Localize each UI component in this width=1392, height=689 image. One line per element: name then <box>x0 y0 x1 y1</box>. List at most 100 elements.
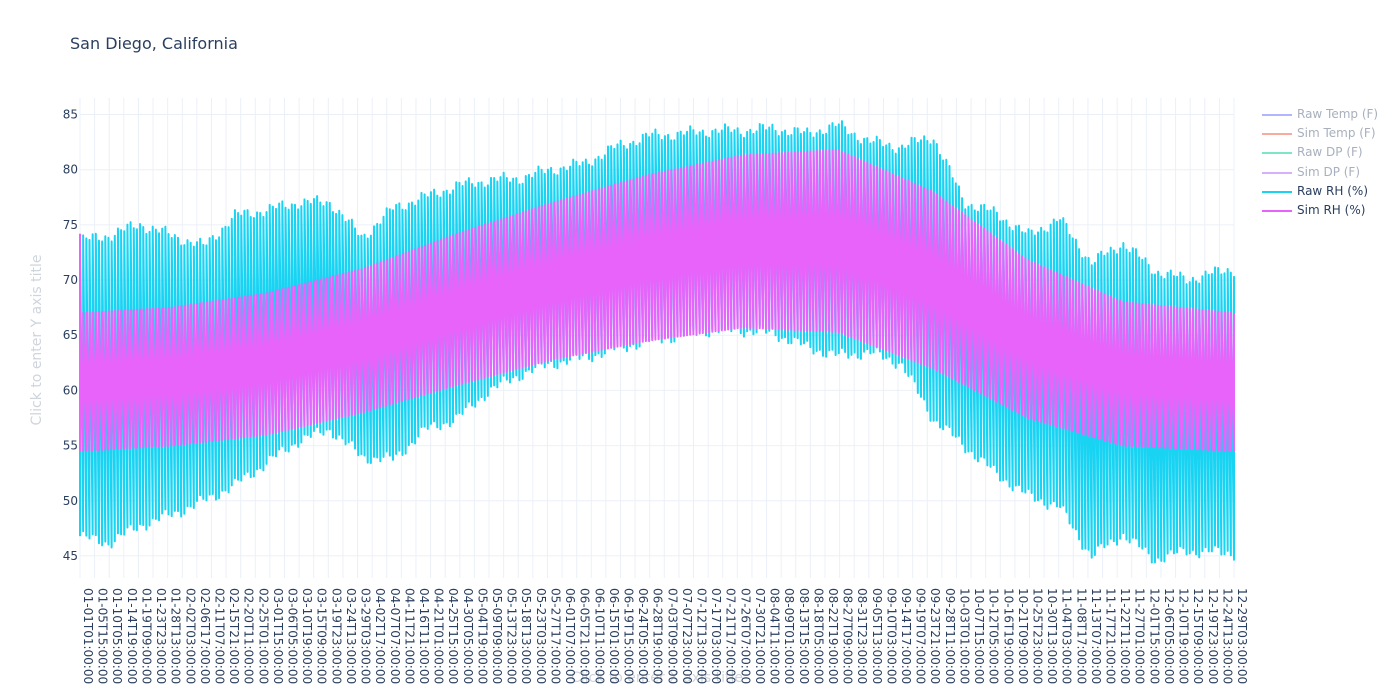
x-tick-label: 06-15T01:00:00 <box>607 588 621 684</box>
x-tick-label: 05-18T13:00:00 <box>519 588 533 684</box>
y-tick-label: 55 <box>63 439 78 453</box>
y-tick-label: 45 <box>63 549 78 563</box>
x-tick-label: 10-30T13:00:00 <box>1045 588 1059 684</box>
x-tick-label: 05-27T17:00:00 <box>548 588 562 684</box>
x-tick-label: 06-10T11:00:00 <box>592 588 606 684</box>
x-tick-label: 04-21T01:00:00 <box>432 588 446 684</box>
y-tick-label: 60 <box>63 383 78 397</box>
legend-item[interactable]: Raw RH (%) <box>1262 183 1387 202</box>
x-tick-label: 11-13T07:00:00 <box>1089 588 1103 684</box>
x-tick-label: 04-30T05:00:00 <box>461 588 475 684</box>
x-tick-label: 03-10T19:00:00 <box>300 588 314 684</box>
x-tick-label: 12-24T13:00:00 <box>1220 588 1234 684</box>
x-tick-label: 11-27T01:00:00 <box>1133 588 1147 684</box>
x-tick-label: 03-29T03:00:00 <box>359 588 373 684</box>
x-tick-label: 12-19T23:00:00 <box>1206 588 1220 684</box>
y-tick-label: 70 <box>63 273 78 287</box>
legend-item[interactable]: Sim Temp (F) <box>1262 125 1387 144</box>
x-tick-label: 12-15T09:00:00 <box>1191 588 1205 684</box>
x-tick-label: 11-08T17:00:00 <box>1074 588 1088 684</box>
x-tick-label: 09-14T17:00:00 <box>899 588 913 684</box>
legend-item[interactable]: Sim RH (%) <box>1262 202 1387 221</box>
x-tick-label: 08-09T01:00:00 <box>782 588 796 684</box>
x-tick-label: 10-03T01:00:00 <box>957 588 971 684</box>
legend-swatch <box>1262 133 1292 136</box>
x-tick-label: 02-06T17:00:00 <box>198 588 212 684</box>
x-tick-label: 03-06T05:00:00 <box>286 588 300 684</box>
legend-swatch <box>1262 190 1292 193</box>
legend-label: Raw DP (F) <box>1297 145 1363 160</box>
x-tick-label: 03-19T23:00:00 <box>329 588 343 684</box>
legend-swatch <box>1262 152 1292 155</box>
x-tick-label: 07-03T09:00:00 <box>665 588 679 684</box>
y-tick-label: 75 <box>63 218 78 232</box>
x-tick-label: 08-13T15:00:00 <box>797 588 811 684</box>
series-sim-rh-line <box>79 148 1235 453</box>
legend-label: Sim RH (%) <box>1297 202 1366 217</box>
x-tick-label: 01-10T05:00:00 <box>110 588 124 684</box>
x-tick-label: 10-07T15:00:00 <box>972 588 986 684</box>
x-tick-label: 01-14T19:00:00 <box>125 588 139 684</box>
x-tick-label: 12-10T19:00:00 <box>1177 588 1191 684</box>
x-tick-label: 10-25T23:00:00 <box>1030 588 1044 684</box>
x-tick-label: 08-31T23:00:00 <box>855 588 869 684</box>
x-tick-label: 07-21T17:00:00 <box>724 588 738 684</box>
x-tick-label: 06-24T05:00:00 <box>636 588 650 684</box>
x-tick-label: 10-12T05:00:00 <box>987 588 1001 684</box>
x-tick-label: 06-05T21:00:00 <box>578 588 592 684</box>
x-tick-label: 11-22T11:00:00 <box>1118 588 1132 684</box>
legend-swatch <box>1262 209 1292 212</box>
legend-label: Raw Temp (F) <box>1297 107 1379 121</box>
x-tick-label: 01-28T13:00:00 <box>169 588 183 684</box>
x-tick-label: 08-22T19:00:00 <box>826 588 840 684</box>
legend: Raw Temp (F) Sim Temp (F) Raw DP (F) Sim DP… <box>1262 106 1387 221</box>
x-tick-label: 04-16T11:00:00 <box>417 588 431 684</box>
x-tick-label: 02-25T01:00:00 <box>256 588 270 684</box>
y-tick-label: 50 <box>63 494 78 508</box>
chart-title: San Diego, California <box>70 34 238 53</box>
x-tick-label: 08-27T09:00:00 <box>841 588 855 684</box>
x-tick-label: 04-25T15:00:00 <box>446 588 460 684</box>
x-tick-label: 03-15T09:00:00 <box>315 588 329 684</box>
x-tick-label: 02-20T11:00:00 <box>242 588 256 684</box>
y-tick-label: 80 <box>63 163 78 177</box>
x-tick-label: 04-11T21:00:00 <box>402 588 416 684</box>
x-tick-label: 02-11T07:00:00 <box>212 588 226 684</box>
legend-swatch <box>1262 114 1292 116</box>
x-tick-label: 09-10T03:00:00 <box>884 588 898 684</box>
x-tick-label: 01-19T09:00:00 <box>139 588 153 684</box>
x-tick-label: 09-28T11:00:00 <box>943 588 957 684</box>
x-tick-label: 06-28T19:00:00 <box>651 588 665 684</box>
legend-swatch <box>1262 171 1292 174</box>
x-tick-label: 04-02T17:00:00 <box>373 588 387 684</box>
legend-item[interactable]: Raw Temp (F) <box>1262 106 1387 125</box>
x-tick-label: 07-12T13:00:00 <box>695 588 709 684</box>
x-tick-label: 06-19T15:00:00 <box>621 588 635 684</box>
x-tick-label: 07-17T03:00:00 <box>709 588 723 684</box>
x-tick-label: 08-04T11:00:00 <box>768 588 782 684</box>
x-tick-label: 05-23T03:00:00 <box>534 588 548 684</box>
legend-label: Sim Temp (F) <box>1297 126 1376 141</box>
x-tick-label: 03-24T13:00:00 <box>344 588 358 684</box>
x-tick-label: 02-02T03:00:00 <box>183 588 197 684</box>
x-tick-label: 12-01T15:00:00 <box>1147 588 1161 684</box>
x-tick-label: 01-23T23:00:00 <box>154 588 168 684</box>
x-tick-label: 07-26T07:00:00 <box>738 588 752 684</box>
x-tick-label: 05-09T09:00:00 <box>490 588 504 684</box>
x-tick-label: 05-13T23:00:00 <box>505 588 519 684</box>
x-tick-label: 08-18T05:00:00 <box>811 588 825 684</box>
x-tick-label: 10-16T19:00:00 <box>1001 588 1015 684</box>
legend-label: Raw RH (%) <box>1297 183 1368 198</box>
x-tick-label: 07-30T21:00:00 <box>753 588 767 684</box>
legend-label: Sim DP (F) <box>1297 164 1361 179</box>
y-tick-label: 65 <box>63 328 78 342</box>
x-tick-label: 05-04T19:00:00 <box>475 588 489 684</box>
legend-item[interactable]: Raw DP (F) <box>1262 144 1387 163</box>
legend-item[interactable]: Sim DP (F) <box>1262 164 1387 183</box>
x-axis-title[interactable]: Click to enter X axis title <box>570 670 744 686</box>
x-tick-label: 11-04T03:00:00 <box>1060 588 1074 684</box>
x-tick-label: 04-07T07:00:00 <box>388 588 402 684</box>
x-tick-label: 07-07T23:00:00 <box>680 588 694 684</box>
